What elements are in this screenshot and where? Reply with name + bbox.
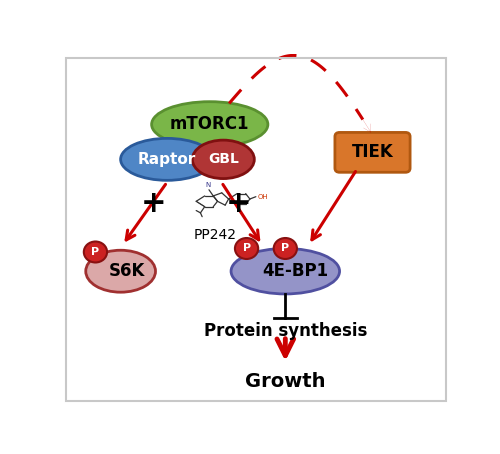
Text: +: + <box>226 188 252 217</box>
Text: P: P <box>92 247 100 257</box>
Ellipse shape <box>152 102 268 147</box>
Text: OH: OH <box>258 194 268 200</box>
Text: 4E-BP1: 4E-BP1 <box>262 262 328 280</box>
Text: Growth: Growth <box>245 372 326 391</box>
FancyBboxPatch shape <box>335 133 410 172</box>
Text: PP242: PP242 <box>194 227 237 242</box>
Text: mTORC1: mTORC1 <box>170 115 250 133</box>
Ellipse shape <box>120 138 214 180</box>
Text: Protein synthesis: Protein synthesis <box>204 321 367 340</box>
Circle shape <box>235 238 258 259</box>
Text: P: P <box>281 243 289 253</box>
Ellipse shape <box>192 140 254 178</box>
Text: +: + <box>141 188 167 217</box>
Text: TIEK: TIEK <box>352 143 394 161</box>
Text: P: P <box>242 243 250 253</box>
Text: GBL: GBL <box>208 153 239 166</box>
Circle shape <box>274 238 297 259</box>
Ellipse shape <box>86 250 156 292</box>
Text: N: N <box>206 182 210 188</box>
Text: Raptor: Raptor <box>138 152 196 167</box>
Circle shape <box>84 242 107 262</box>
Text: S6K: S6K <box>108 262 144 280</box>
Ellipse shape <box>231 248 340 294</box>
